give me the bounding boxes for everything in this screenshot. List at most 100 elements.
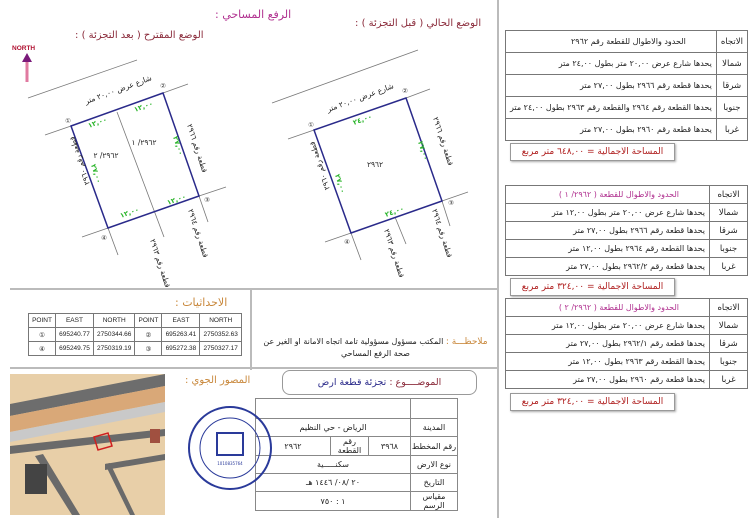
subject-value: تجزئة قطعة ارض [317,377,387,388]
stamp-number: 1010835764 [217,461,243,466]
direction: جنوبا [715,96,749,119]
colon: : [75,30,79,41]
dim-north-a: ١٢,٠٠ [87,116,108,130]
cell: ① [28,327,56,342]
boundary-text: يحدها قطعة رقم ٢٩٦٢/٢ بطول ٢٧,٠٠ متر [505,257,710,276]
aerial-photo [10,374,165,515]
direction: شرقا [709,221,748,240]
table-header: الاتجاه الحدود والاطوال للقطعة رقم ٢٩٦٢ [505,30,749,53]
point-4: ④ [344,238,350,246]
divider [497,0,499,518]
direction: شمالا [709,203,748,222]
survey-drawings: ① ② ③ ④ شارع عرض ٢٠,٠٠ متر ٢٩٦٢/ ١ ٢٩٦٢/… [22,49,469,289]
table-row: نوع الارض سكنـــــية [255,455,458,474]
colon: : [215,8,219,21]
label: نوع الارض [410,455,458,474]
direction-header: الاتجاه [709,185,748,204]
header-cell: NORTH [92,313,136,328]
boundary-text: يحدها قطعة رقم ٢٩٦٦ بطول ٢٧,٠٠ متر [505,221,710,240]
table-row: جنوبا يحدها القطعة رقم ٢٩٦٤ والقطعة رقم ٢… [505,96,749,119]
header-cell: POINT [134,313,163,328]
proposed-title: الوضع المقترح ( بعد التجزئة ) : [75,30,204,41]
table-row: ④ 695249.75 2750319.19 ③ 695272.38 2750327.17 [28,341,242,356]
dim-north-b: ١٢,٠٠ [133,100,154,114]
note: ملاحظـــة : المكتب مسؤول مسؤولية تامة ات… [258,336,493,360]
cell [255,398,411,419]
boundary-text: يحدها قطعة رقم ٢٩٦٢/١ بطول ٢٧,٠٠ متر [505,334,710,353]
note-text: المكتب مسؤول مسؤولية تامة اتجاه الامانة … [263,337,444,358]
direction: شرقا [715,74,749,97]
table-row: جنوبا يحدها القطعة رقم ٢٩٦٣ بطول ١٢,٠٠ مت… [505,352,748,371]
subject-label: الموضــــوع : [389,377,442,388]
note-label: ملاحظـــة : [445,337,488,347]
direction-header: الاتجاه [715,30,749,53]
header-cell: POINT [28,313,56,328]
table-row: شرقا يحدها قطعة رقم ٢٩٦٢/١ بطول ٢٧,٠٠ متر [505,334,748,353]
direction: غربا [709,370,748,389]
divider [250,290,252,370]
table-row: المدينة الرياض - حي النظيم [255,418,458,437]
point-1: ① [308,121,314,129]
current-title: الوضع الحالي ( قبل التجزئة ) : [355,18,481,29]
west-plot: قطعة رقم ٢٩٦٠ [67,135,91,186]
header-cell: NORTH [199,313,242,328]
table-row: شمالا يحدها شارع عرض ٢٠,٠٠ متر بطول ٢٤,٠٠… [505,52,749,75]
office-stamp: 1010835764 [188,406,272,490]
cell: 2750327.17 [199,341,242,356]
table-row: مقياس الرسم ١ : ٧٥٠ [255,491,458,511]
cell: ③ [134,341,163,356]
table-header: الاتجاه الحدود والاطوال للقطعة ( ٢٩٦٢/ ٢ … [505,298,748,317]
coordinates-table: POINT EAST NORTH POINT EAST NORTH ① 695240.77 2… [28,313,242,356]
direction: جنوبا [709,239,748,258]
point-1: ① [65,117,71,125]
boundaries-title: الحدود والاطوال للقطعة رقم ٢٩٦٢ [505,30,717,53]
divider [10,288,497,290]
colon: : [355,18,359,29]
boundaries-title: الحدود والاطوال للقطعة ( ٢٩٦٢/ ١ ) [505,185,710,204]
label: رقم القطعة [330,436,369,456]
south-plot-b: قطعة رقم ٢٩٦٤ [186,208,210,259]
aerial-title: المصور الجوي : [185,375,251,386]
current-title-text: الوضع الحالي ( قبل التجزئة ) [361,18,482,29]
boundaries-title: الحدود والاطوال للقطعة ( ٢٩٦٢/ ٢ ) [505,298,710,317]
point-3: ③ [448,199,454,207]
total-area: المساحة الاجمالية = ٣٢٤,٠٠ متر مربع [510,278,675,296]
label: المدينة [410,418,458,437]
info-table: المدينة الرياض - حي النظيم رقم المخطط ٣٩٦٨… [255,398,458,511]
subject-box: الموضــــوع : تجزئة قطعة ارض [282,370,477,395]
direction: شمالا [709,316,748,335]
survey-title-text: الرفع المساحي [222,8,292,21]
value: ٢٠ /٠٨/ ١٤٤٦ هـ [255,473,411,492]
boundary-text: يحدها قطعة رقم ٢٩٦٠ بطول ٢٧,٠٠ متر [505,370,710,389]
divider [10,367,497,369]
north-arrow-icon [22,53,32,82]
boundary-text: يحدها شارع عرض ٢٠,٠٠ متر بطول ١٢,٠٠ متر [505,203,710,222]
value: الرياض - حي النظيم [255,418,411,437]
cell: 695272.38 [161,341,201,356]
boundary-text: يحدها القطعة رقم ٢٩٦٤ والقطعة رقم ٢٩٦٣ ب… [505,96,717,119]
boundary-text: يحدها القطعة رقم ٢٩٦٣ بطول ١٢,٠٠ متر [505,352,710,371]
direction: غربا [715,118,749,141]
boundaries-table: الاتجاه الحدود والاطوال للقطعة ( ٢٩٦٢/ ٢ … [505,298,748,389]
coordinates-title: الاحداثيات : [175,296,228,309]
cell: 695240.77 [55,327,94,342]
table-row: غربا يحدها قطعة رقم ٢٩٦٢/٢ بطول ٢٧,٠٠ متر [505,257,748,276]
label: رقم المخطط [410,436,458,456]
value: ٣٩٦٨ [368,436,411,456]
cell [410,398,458,419]
north-label: NORTH [12,45,36,52]
point-2: ② [160,82,166,90]
table-row: شرقا يحدها قطعة رقم ٢٩٦٦ بطول ٢٧,٠٠ متر [505,221,748,240]
street-label: شارع عرض ٢٠,٠٠ متر [83,73,153,106]
cell: 695263.41 [161,327,201,342]
value: ١ : ٧٥٠ [255,491,411,511]
direction: شرقا [709,334,748,353]
dim-north: ٢٤,٠٠ [352,113,373,127]
table-row: ① 695240.77 2750344.66 ② 695263.41 2750352.63 [28,327,242,342]
cell: ④ [28,341,56,356]
boundaries-table: الاتجاه الحدود والاطوال للقطعة ( ٢٩٦٢/ ١ … [505,185,748,276]
point-4: ④ [101,234,107,242]
dim-east: ٢٧,٠٠ [416,140,430,161]
boundaries-table: الاتجاه الحدود والاطوال للقطعة رقم ٢٩٦٢ شم… [505,30,749,141]
south-plot-a: قطعة رقم ٢٩٦٣ [148,238,172,289]
